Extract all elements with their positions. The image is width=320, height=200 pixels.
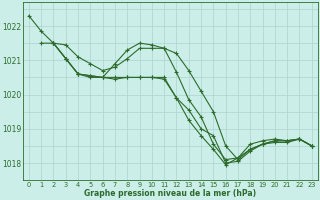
X-axis label: Graphe pression niveau de la mer (hPa): Graphe pression niveau de la mer (hPa) [84,189,256,198]
